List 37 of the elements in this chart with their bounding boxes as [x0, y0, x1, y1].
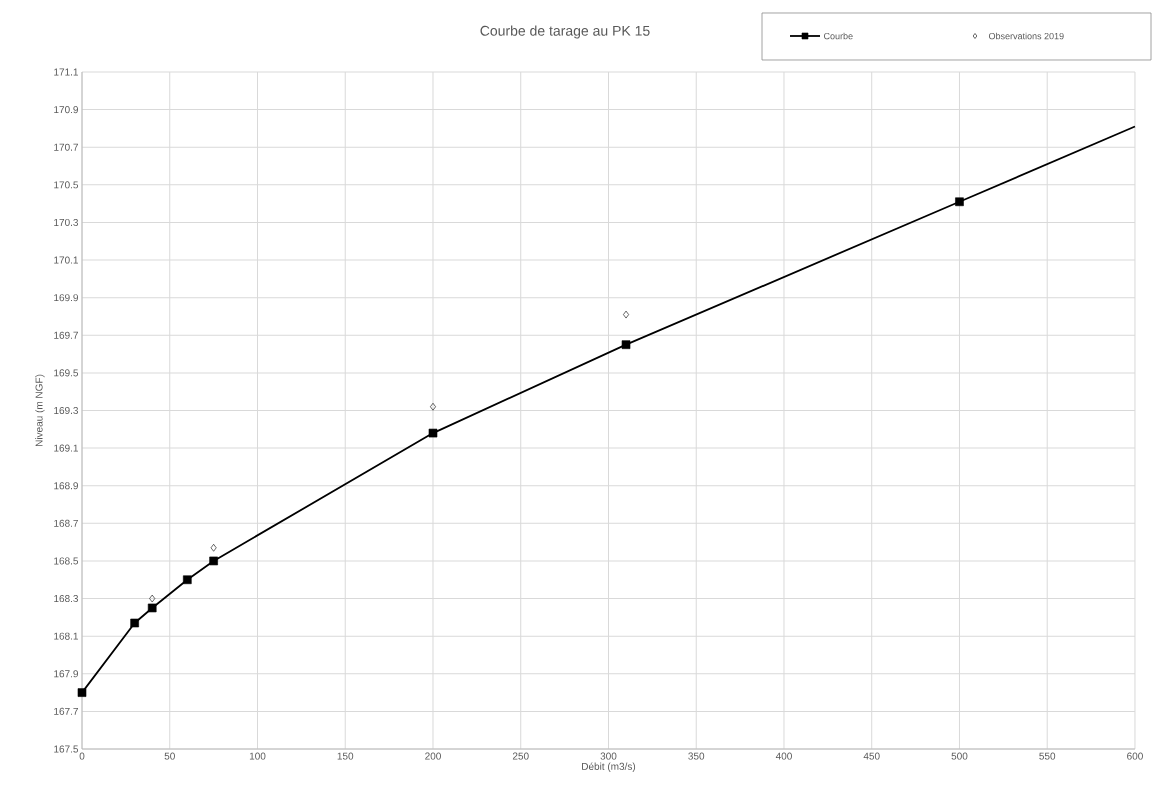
chart-title: Courbe de tarage au PK 15: [480, 25, 650, 39]
x-tick-label: 50: [164, 752, 175, 760]
x-tick-label: 400: [775, 752, 792, 760]
x-tick-label: 150: [337, 752, 354, 760]
legend-label: Observations 2019: [988, 32, 1064, 40]
y-tick-label: 167.5: [54, 745, 79, 753]
y-tick-label: 169.9: [54, 294, 78, 302]
y-tick-label: 170.7: [54, 143, 78, 151]
y-tick-label: 168.9: [54, 482, 78, 490]
x-tick-label: 250: [512, 752, 529, 760]
x-tick-label: 350: [688, 752, 705, 760]
x-tick-label: 100: [249, 752, 266, 760]
y-tick-label: 167.7: [54, 707, 78, 715]
x-axis-title: Débit (m3/s): [582, 762, 636, 772]
y-tick-label: 168.1: [54, 632, 78, 640]
y-tick-label: 170.9: [54, 106, 78, 114]
y-tick-label: 168.7: [54, 519, 78, 527]
y-tick-label: 170.3: [54, 218, 79, 226]
legend-label: Courbe: [824, 32, 853, 40]
x-tick-label: 450: [863, 752, 880, 760]
y-axis-title: Niveau (m NGF): [35, 374, 45, 447]
y-tick-label: 171.1: [54, 68, 78, 76]
y-tick-label: 169.5: [54, 369, 79, 377]
y-tick-label: 167.9: [54, 670, 78, 678]
y-tick-label: 169.3: [54, 406, 79, 415]
y-tick-label: 169.1: [54, 444, 78, 452]
y-tick-label: 169.7: [54, 331, 78, 339]
x-tick-label: 500: [951, 752, 968, 760]
x-tick-label: 0: [79, 752, 85, 760]
x-tick-label: 600: [1127, 752, 1143, 760]
y-tick-label: 170.1: [54, 256, 78, 264]
y-tick-label: 168.3: [54, 595, 79, 603]
y-tick-label: 168.5: [54, 557, 79, 565]
x-tick-label: 200: [425, 752, 441, 760]
x-tick-label: 300: [600, 752, 617, 760]
y-tick-label: 170.5: [54, 181, 79, 189]
x-tick-label: 550: [1039, 752, 1056, 760]
